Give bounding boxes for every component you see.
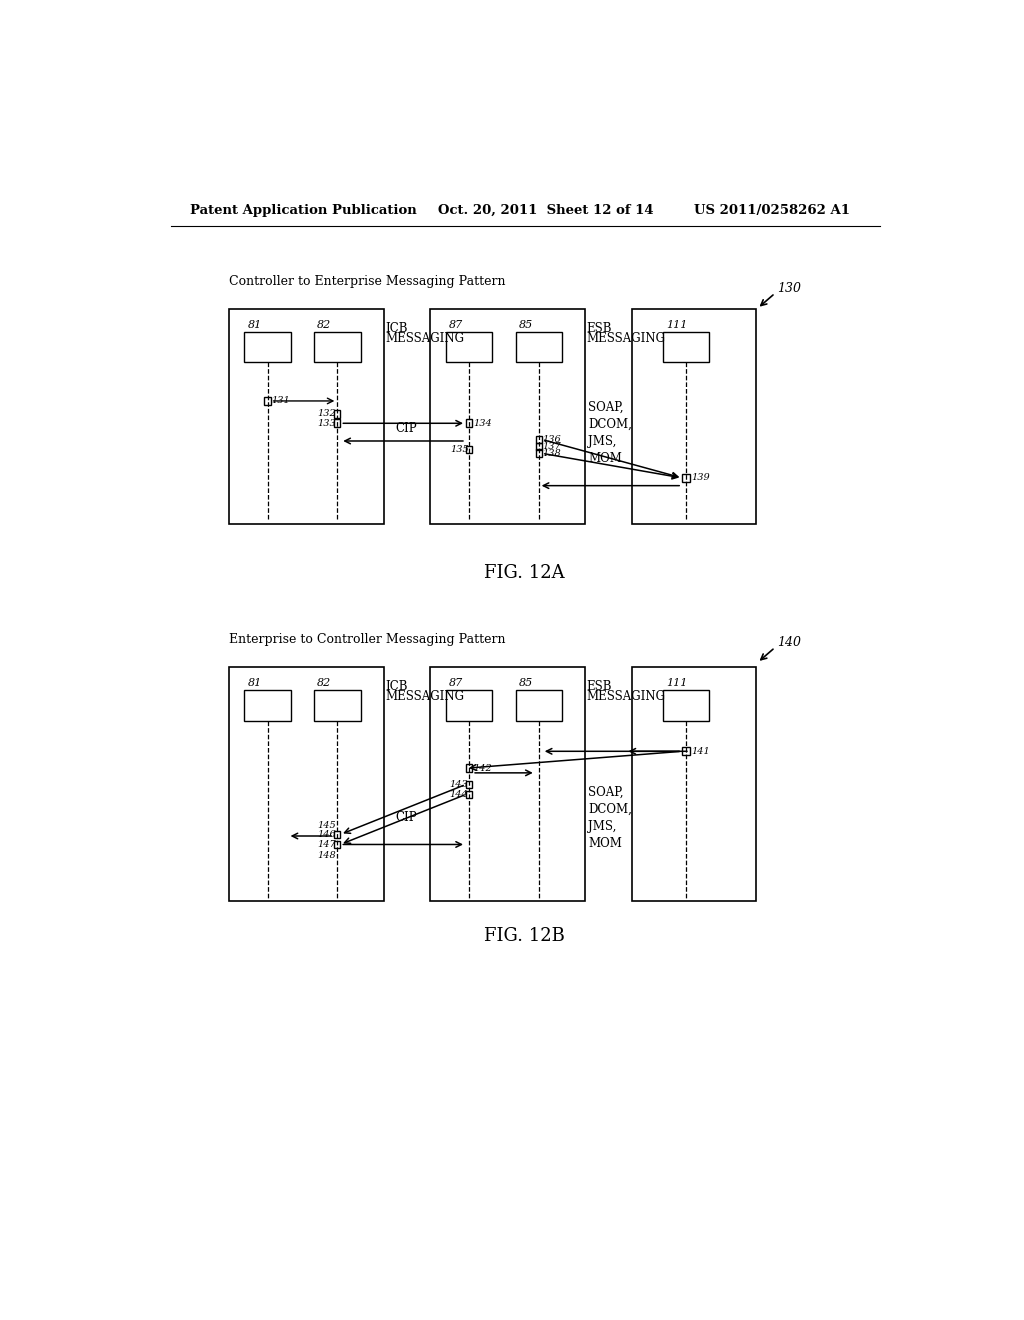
Text: 85: 85 (518, 678, 532, 688)
Bar (536, 436, 542, 444)
Bar (466, 791, 472, 799)
Bar (632, 309, 756, 524)
Text: 138: 138 (543, 449, 561, 458)
Text: 131: 131 (271, 396, 290, 405)
Text: FIG. 12A: FIG. 12A (484, 564, 565, 582)
Text: CIP: CIP (395, 422, 417, 434)
Text: US 2011/0258262 A1: US 2011/0258262 A1 (693, 205, 850, 218)
Text: 111: 111 (666, 678, 687, 688)
Text: SOAP,
DCOM,
JMS,
MOM: SOAP, DCOM, JMS, MOM (589, 401, 632, 465)
Bar (515, 331, 562, 363)
Text: CIP: CIP (395, 810, 417, 824)
Text: 87: 87 (449, 678, 463, 688)
Bar (334, 830, 340, 838)
Text: 133: 133 (317, 418, 336, 428)
Bar (334, 420, 340, 428)
Text: 134: 134 (473, 418, 492, 428)
Text: 135: 135 (451, 445, 469, 454)
Text: 81: 81 (248, 321, 261, 330)
Text: 147: 147 (317, 840, 336, 849)
Bar (466, 446, 472, 453)
Bar (682, 747, 690, 755)
Bar (245, 689, 291, 721)
Text: Patent Application Publication: Patent Application Publication (190, 205, 417, 218)
Text: 141: 141 (691, 747, 711, 755)
Bar (264, 397, 270, 405)
Text: 140: 140 (777, 636, 802, 649)
Text: 137: 137 (543, 442, 561, 450)
Text: 87: 87 (449, 321, 463, 330)
Bar (430, 667, 586, 902)
Bar (228, 667, 384, 902)
Bar (682, 474, 690, 482)
Text: 142: 142 (473, 763, 492, 772)
Text: Oct. 20, 2011  Sheet 12 of 14: Oct. 20, 2011 Sheet 12 of 14 (438, 205, 653, 218)
Text: 111: 111 (666, 321, 687, 330)
Bar (430, 309, 586, 524)
Text: 82: 82 (317, 678, 332, 688)
Bar (663, 689, 710, 721)
Text: MESSAGING: MESSAGING (385, 689, 464, 702)
Text: 136: 136 (543, 434, 561, 444)
Text: MESSAGING: MESSAGING (587, 331, 666, 345)
Text: SOAP,
DCOM,
JMS,
MOM: SOAP, DCOM, JMS, MOM (589, 785, 632, 850)
Bar (245, 331, 291, 363)
Text: ICB: ICB (385, 681, 408, 693)
Text: 145: 145 (317, 821, 336, 830)
Text: MESSAGING: MESSAGING (587, 689, 666, 702)
Bar (445, 689, 493, 721)
Bar (632, 667, 756, 902)
Text: FIG. 12B: FIG. 12B (484, 927, 565, 945)
Bar (466, 780, 472, 788)
Bar (314, 689, 360, 721)
Bar (334, 411, 340, 418)
Text: 132: 132 (317, 409, 336, 418)
Text: 139: 139 (691, 474, 711, 482)
Text: 85: 85 (518, 321, 532, 330)
Text: 130: 130 (777, 281, 802, 294)
Text: MESSAGING: MESSAGING (385, 331, 464, 345)
Text: ICB: ICB (385, 322, 408, 335)
Text: Controller to Enterprise Messaging Pattern: Controller to Enterprise Messaging Patte… (228, 275, 505, 288)
Bar (314, 331, 360, 363)
Bar (663, 331, 710, 363)
Bar (334, 841, 340, 849)
Text: Enterprise to Controller Messaging Pattern: Enterprise to Controller Messaging Patte… (228, 632, 505, 645)
Text: 148: 148 (317, 850, 336, 859)
Bar (445, 331, 493, 363)
Bar (536, 449, 542, 457)
Bar (466, 420, 472, 428)
Text: ESB: ESB (587, 322, 612, 335)
Text: 82: 82 (317, 321, 332, 330)
Bar (466, 764, 472, 772)
Text: 143: 143 (449, 780, 468, 789)
Bar (536, 442, 542, 450)
Text: 81: 81 (248, 678, 261, 688)
Text: 146: 146 (317, 830, 336, 838)
Text: 144: 144 (449, 789, 468, 799)
Text: ESB: ESB (587, 681, 612, 693)
Bar (228, 309, 384, 524)
Bar (515, 689, 562, 721)
